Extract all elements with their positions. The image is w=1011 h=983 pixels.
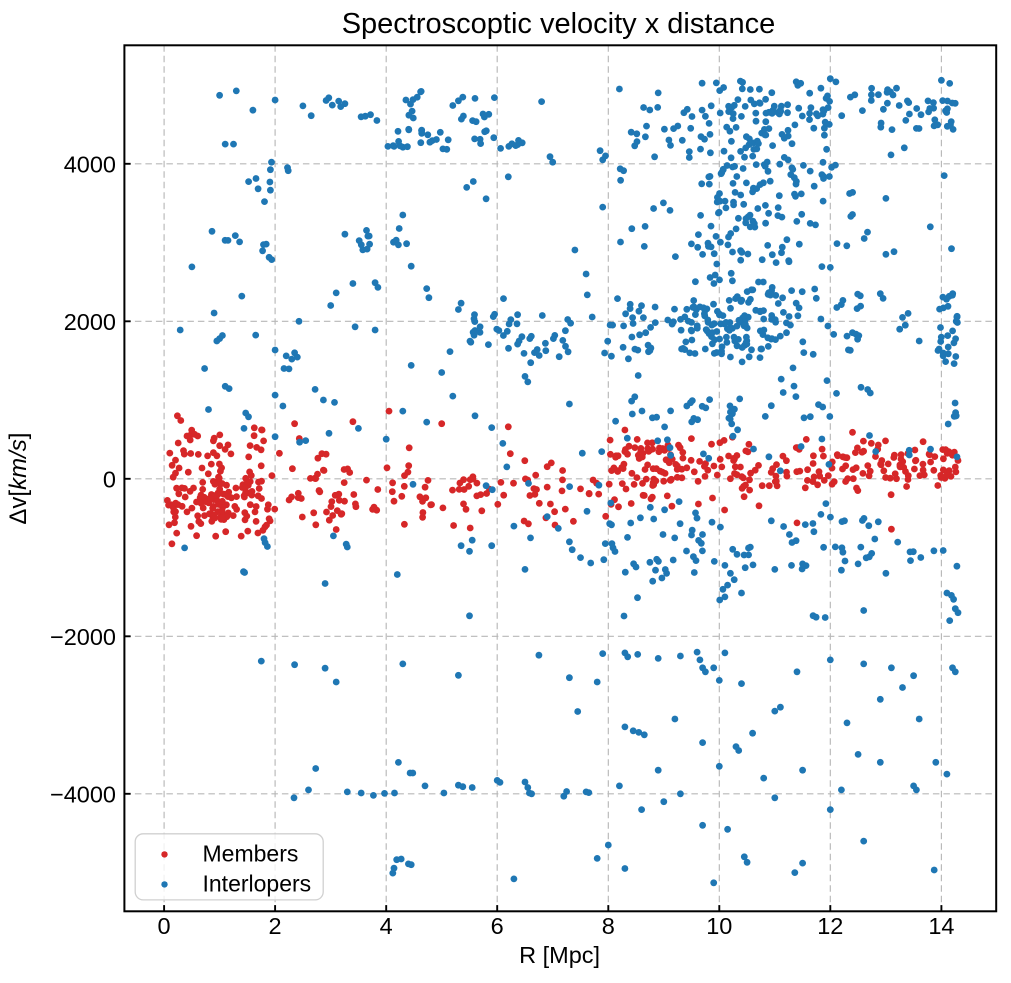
svg-text:Spectroscoptic velocity x dist: Spectroscoptic velocity x distance — [342, 8, 776, 40]
svg-text:6: 6 — [491, 913, 504, 939]
svg-text:−4000: −4000 — [50, 781, 116, 807]
svg-text:12: 12 — [817, 913, 843, 939]
svg-text:14: 14 — [928, 913, 954, 939]
svg-text:R [Mpc]: R [Mpc] — [519, 942, 600, 968]
svg-text:0: 0 — [103, 466, 116, 492]
svg-text:0: 0 — [158, 913, 171, 939]
svg-text:Δv[km/s]: Δv[km/s] — [5, 433, 32, 525]
svg-text:2: 2 — [269, 913, 282, 939]
svg-text:Members: Members — [203, 841, 299, 867]
svg-text:4000: 4000 — [64, 151, 116, 177]
svg-text:2000: 2000 — [64, 309, 116, 335]
svg-text:Interlopers: Interlopers — [203, 871, 312, 897]
svg-text:10: 10 — [706, 913, 732, 939]
svg-text:−2000: −2000 — [50, 624, 116, 650]
svg-text:8: 8 — [602, 913, 615, 939]
svg-text:4: 4 — [380, 913, 393, 939]
